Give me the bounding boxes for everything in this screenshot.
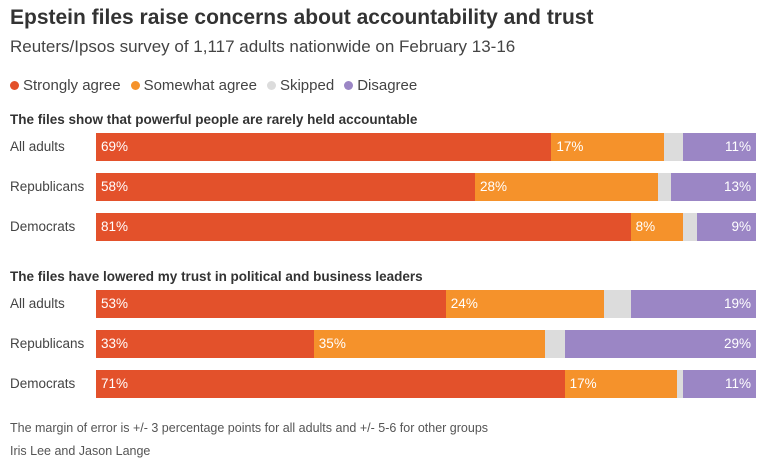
- bar-segment-disagree: 13%: [671, 173, 756, 201]
- bar-segment-strongly-agree: 71%: [96, 370, 565, 398]
- legend-item-strongly-agree: Strongly agree: [10, 77, 121, 94]
- legend-item-somewhat-agree: Somewhat agree: [130, 77, 257, 94]
- bar-segment-disagree: 11%: [683, 370, 756, 398]
- panel-1-row-label-democrats: Democrats: [10, 219, 76, 234]
- bar-segment-skipped: [604, 290, 631, 318]
- data-label-somewhat-agree: 17%: [569, 376, 597, 391]
- data-label-somewhat-agree: 17%: [556, 139, 584, 154]
- panel-1-bar-all-adults: 69% 17% 11%: [96, 133, 756, 161]
- bar-segment-strongly-agree: 53%: [96, 290, 446, 318]
- legend-label-somewhat-agree: Somewhat agree: [143, 77, 257, 94]
- panel-1-row-label-all-adults: All adults: [10, 139, 65, 154]
- legend-label-skipped: Skipped: [279, 77, 335, 94]
- panel-2-title: The files have lowered my trust in polit…: [10, 269, 423, 284]
- data-label-disagree: 11%: [724, 139, 751, 154]
- data-label-somewhat-agree: 24%: [450, 296, 478, 311]
- bar-segment-skipped: [657, 173, 672, 201]
- bar-segment-strongly-agree: 69%: [96, 133, 552, 161]
- chart-title: Epstein files raise concerns about accou…: [10, 6, 594, 29]
- credit-line: Iris Lee and Jason Lange: [10, 444, 151, 458]
- margin-of-error-note: The margin of error is +/- 3 percentage …: [10, 421, 489, 435]
- data-label-strongly-agree: 33%: [101, 336, 129, 351]
- legend: Strongly agree Somewhat agree Skipped Di…: [10, 77, 427, 94]
- legend-swatch-somewhat-agree: [130, 81, 140, 90]
- bar-segment-skipped: [683, 213, 697, 241]
- data-label-somewhat-agree: 8%: [635, 219, 656, 234]
- legend-item-skipped: Skipped: [266, 77, 335, 94]
- panel-1-bar-republicans: 58% 28% 13%: [96, 173, 756, 201]
- data-label-disagree: 29%: [723, 336, 751, 351]
- panel-1-bar-democrats: 81% 8% 9%: [96, 213, 756, 241]
- data-label-strongly-agree: 58%: [101, 179, 129, 194]
- bar-segment-somewhat-agree: 17%: [564, 370, 677, 398]
- bar-segment-disagree: 29%: [564, 330, 756, 358]
- legend-item-disagree: Disagree: [344, 77, 417, 94]
- bar-segment-somewhat-agree: 8%: [630, 213, 684, 241]
- data-label-disagree: 19%: [723, 296, 751, 311]
- bar-segment-strongly-agree: 33%: [96, 330, 314, 358]
- bar-segment-strongly-agree: 58%: [96, 173, 475, 201]
- bar-segment-skipped: [544, 330, 565, 358]
- panel-1-title: The files show that powerful people are …: [10, 112, 418, 127]
- panel-2-bar-all-adults: 53% 24% 19%: [96, 290, 756, 318]
- legend-swatch-disagree: [344, 81, 354, 90]
- panel-1-row-label-republicans: Republicans: [10, 179, 85, 194]
- panel-2-row-label-all-adults: All adults: [10, 296, 65, 311]
- bar-segment-somewhat-agree: 24%: [445, 290, 605, 318]
- data-label-disagree: 11%: [724, 376, 751, 391]
- bar-segment-somewhat-agree: 35%: [313, 330, 545, 358]
- panel-2-row-label-republicans: Republicans: [10, 336, 85, 351]
- data-label-somewhat-agree: 28%: [480, 179, 508, 194]
- bar-segment-disagree: 11%: [683, 133, 756, 161]
- chart-subtitle: Reuters/Ipsos survey of 1,117 adults nat…: [10, 37, 516, 56]
- bar-segment-somewhat-agree: 17%: [551, 133, 664, 161]
- panel-2-row-label-democrats: Democrats: [10, 376, 76, 391]
- data-label-disagree: 9%: [731, 219, 751, 234]
- bar-segment-skipped: [676, 370, 684, 398]
- panel-2-bar-republicans: 33% 35% 29%: [96, 330, 756, 358]
- data-label-strongly-agree: 53%: [101, 296, 129, 311]
- legend-swatch-skipped: [266, 81, 276, 90]
- panel-2-bar-democrats: 71% 17% 11%: [96, 370, 756, 398]
- bar-segment-somewhat-agree: 28%: [475, 173, 658, 201]
- legend-swatch-strongly-agree: [10, 81, 19, 90]
- data-label-strongly-agree: 69%: [101, 139, 129, 154]
- legend-label-strongly-agree: Strongly agree: [23, 77, 121, 94]
- data-label-somewhat-agree: 35%: [318, 336, 346, 351]
- bar-segment-disagree: 9%: [696, 213, 756, 241]
- legend-label-disagree: Disagree: [357, 77, 418, 94]
- data-label-strongly-agree: 71%: [101, 376, 129, 391]
- bar-segment-disagree: 19%: [630, 290, 756, 318]
- bar-segment-skipped: [663, 133, 684, 161]
- data-label-strongly-agree: 81%: [101, 219, 129, 234]
- data-label-disagree: 13%: [723, 179, 751, 194]
- bar-segment-strongly-agree: 81%: [96, 213, 631, 241]
